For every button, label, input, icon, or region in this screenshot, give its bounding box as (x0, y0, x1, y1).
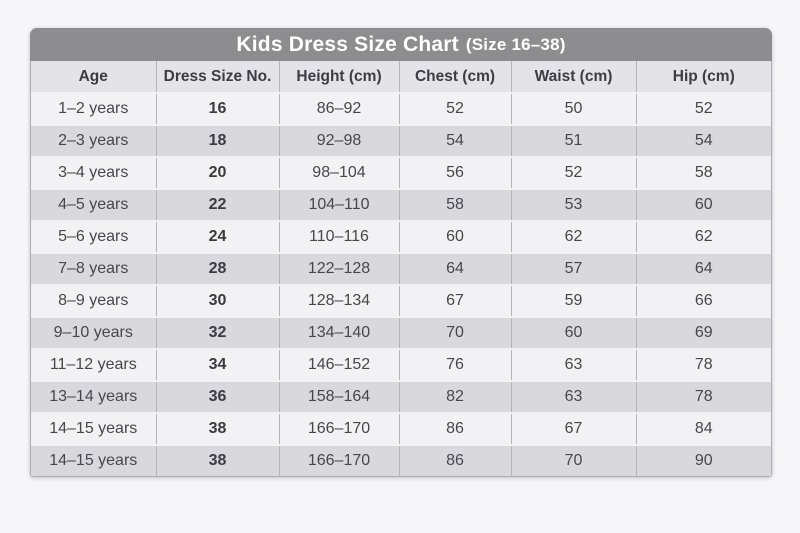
table-cell: 14–15 years (31, 412, 156, 445)
table-cell: 38 (155, 444, 279, 476)
table-cell: 69 (635, 316, 771, 349)
table-cell: 16 (155, 92, 279, 125)
table-cell: 4–5 years (31, 188, 156, 221)
table-row: 11–12 years 34 146–152 76 63 78 (31, 348, 771, 381)
table-cell: 59 (510, 284, 636, 317)
table-cell: 7–8 years (31, 252, 156, 285)
table-cell: 98–104 (278, 156, 399, 189)
table-cell: 128–134 (278, 284, 399, 317)
table-row: 13–14 years 36 158–164 82 63 78 (31, 380, 771, 413)
table-cell: 32 (155, 316, 279, 349)
table-cell: 82 (398, 380, 511, 413)
table-row: 14–15 years 38 166–170 86 67 84 (31, 412, 771, 445)
size-chart-card: Kids Dress Size Chart (Size 16–38) Age Dr… (30, 28, 772, 477)
table-cell: 78 (635, 380, 771, 413)
table-cell: 63 (510, 380, 636, 413)
table-body: 1–2 years 16 86–92 52 50 52 2–3 years 18 92–98 54… (31, 92, 771, 476)
table-cell: 62 (510, 220, 636, 253)
chart-title-bar: Kids Dress Size Chart (Size 16–38) (30, 28, 772, 61)
table-cell: 20 (155, 156, 279, 189)
table-cell: 166–170 (278, 412, 399, 445)
table-cell: 5–6 years (31, 220, 156, 253)
table-row: 9–10 years 32 134–140 70 60 69 (31, 316, 771, 349)
table-cell: 54 (398, 124, 511, 157)
table-cell: 70 (398, 316, 511, 349)
table-cell: 60 (510, 316, 636, 349)
table-cell: 38 (155, 412, 279, 445)
table-cell: 86 (398, 412, 511, 445)
table-row: 8–9 years 30 128–134 67 59 66 (31, 284, 771, 317)
table-cell: 62 (635, 220, 771, 253)
table-row: 7–8 years 28 122–128 64 57 64 (31, 252, 771, 285)
size-table: Age Dress Size No. Height (cm) Chest (cm) Wa… (31, 61, 771, 476)
table-cell: 104–110 (278, 188, 399, 221)
table-cell: 63 (510, 348, 636, 381)
table-cell: 9–10 years (31, 316, 156, 349)
table-row: 3–4 years 20 98–104 56 52 58 (31, 156, 771, 189)
table-row: 14–15 years 38 166–170 86 70 90 (31, 444, 771, 476)
table-cell: 64 (398, 252, 511, 285)
chart-subtitle: (Size 16–38) (465, 34, 566, 54)
table-cell: 57 (510, 252, 636, 285)
table-cell: 86–92 (278, 92, 399, 125)
table-cell: 92–98 (278, 124, 399, 157)
table-cell: 58 (398, 188, 511, 221)
table-cell: 8–9 years (31, 284, 156, 317)
table-cell: 13–14 years (31, 380, 156, 413)
chart-title: Kids Dress Size Chart (236, 32, 459, 56)
table-cell: 14–15 years (31, 444, 156, 476)
table-cell: 78 (635, 348, 771, 381)
table-cell: 166–170 (278, 444, 399, 476)
table-cell: 60 (398, 220, 511, 253)
column-header: Dress Size No. (155, 61, 279, 93)
table-cell: 134–140 (278, 316, 399, 349)
table-cell: 70 (510, 444, 636, 476)
table-cell: 66 (635, 284, 771, 317)
table-cell: 146–152 (278, 348, 399, 381)
table-cell: 84 (635, 412, 771, 445)
table-row: 1–2 years 16 86–92 52 50 52 (31, 92, 771, 125)
table-cell: 11–12 years (31, 348, 156, 381)
column-header: Chest (cm) (398, 61, 511, 93)
table-cell: 36 (155, 380, 279, 413)
table-cell: 52 (635, 92, 771, 125)
table-row: 2–3 years 18 92–98 54 51 54 (31, 124, 771, 157)
table-cell: 110–116 (278, 220, 399, 253)
table-cell: 52 (398, 92, 511, 125)
table-cell: 22 (155, 188, 279, 221)
table-cell: 3–4 years (31, 156, 156, 189)
column-header: Height (cm) (278, 61, 399, 93)
table-cell: 122–128 (278, 252, 399, 285)
table-cell: 158–164 (278, 380, 399, 413)
table-header-row: Age Dress Size No. Height (cm) Chest (cm) Wa… (31, 61, 771, 93)
table-cell: 1–2 years (31, 92, 156, 125)
table-row: 4–5 years 22 104–110 58 53 60 (31, 188, 771, 221)
table-cell: 54 (635, 124, 771, 157)
table-cell: 34 (155, 348, 279, 381)
table-cell: 2–3 years (31, 124, 156, 157)
table-cell: 24 (155, 220, 279, 253)
column-header: Age (31, 61, 156, 93)
table-cell: 56 (398, 156, 511, 189)
column-header: Waist (cm) (510, 61, 636, 93)
table-cell: 60 (635, 188, 771, 221)
table-cell: 51 (510, 124, 636, 157)
table-cell: 67 (398, 284, 511, 317)
table-cell: 50 (510, 92, 636, 125)
table-row: 5–6 years 24 110–116 60 62 62 (31, 220, 771, 253)
table-cell: 90 (635, 444, 771, 476)
table-cell: 52 (510, 156, 636, 189)
table-cell: 30 (155, 284, 279, 317)
table-cell: 76 (398, 348, 511, 381)
table-cell: 18 (155, 124, 279, 157)
table-cell: 64 (635, 252, 771, 285)
table-cell: 67 (510, 412, 636, 445)
size-table-container: Age Dress Size No. Height (cm) Chest (cm) Wa… (30, 61, 772, 477)
table-cell: 28 (155, 252, 279, 285)
table-cell: 58 (635, 156, 771, 189)
column-header: Hip (cm) (635, 61, 771, 93)
table-cell: 53 (510, 188, 636, 221)
table-cell: 86 (398, 444, 511, 476)
